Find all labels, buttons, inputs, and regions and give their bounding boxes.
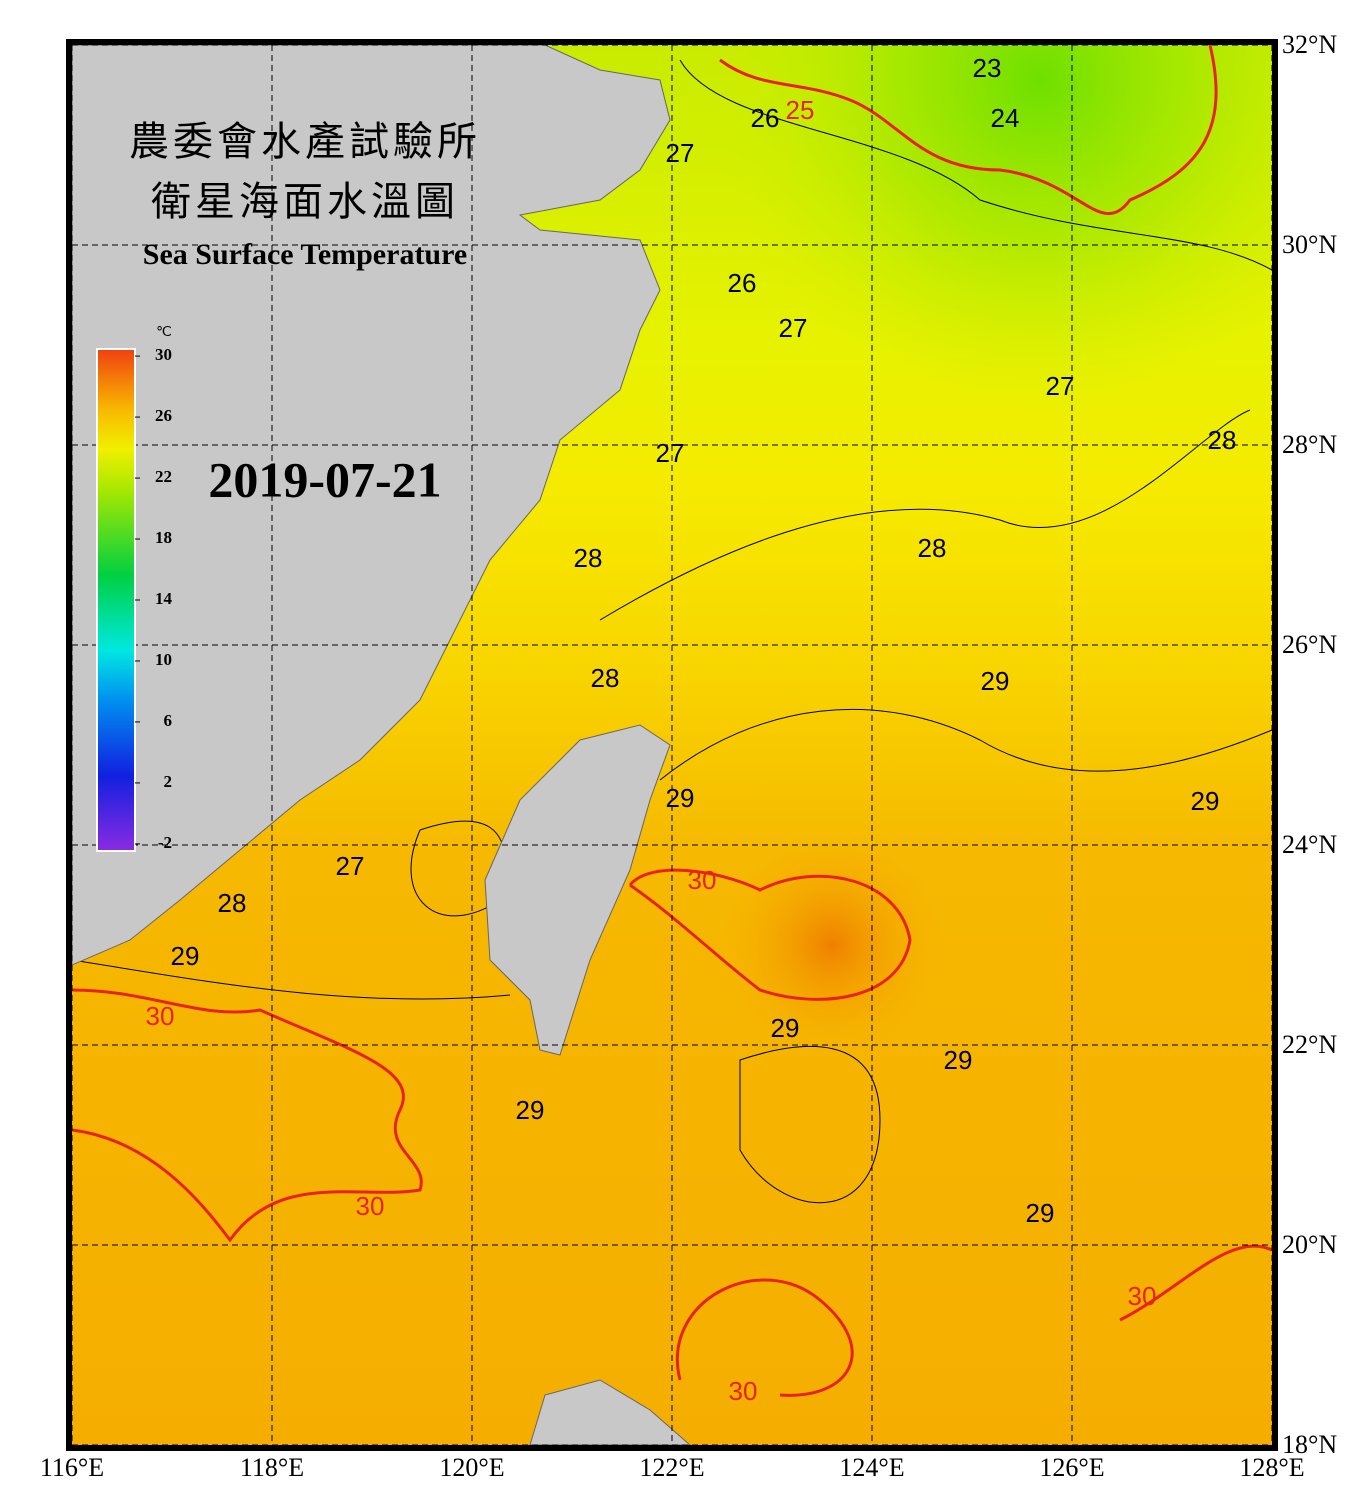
- map-frame: [66, 39, 1278, 1451]
- colorbar-tick-label: 26: [155, 406, 172, 425]
- lat-tick-label: 22°N: [1282, 1030, 1337, 1059]
- contour-label: 24: [991, 103, 1020, 133]
- lon-tick-label: 122°E: [639, 1453, 704, 1482]
- lat-tick-label: 32°N: [1282, 30, 1337, 59]
- contour-label: 28: [591, 663, 620, 693]
- contour-label: 30: [356, 1191, 385, 1221]
- contour-label: 28: [1208, 425, 1237, 455]
- contour-label: 26: [751, 103, 780, 133]
- contour-label: 27: [666, 138, 695, 168]
- contour-label: 25: [786, 95, 815, 125]
- lat-tick-label: 20°N: [1282, 1230, 1337, 1259]
- colorbar-tick-label: 10: [155, 650, 172, 669]
- warm-core: [650, 800, 1000, 1100]
- contour-label: 29: [516, 1095, 545, 1125]
- contour-label: 29: [944, 1045, 973, 1075]
- contours: [72, 59, 1272, 1204]
- contour-label: 29: [1026, 1198, 1055, 1228]
- land: [72, 45, 691, 1445]
- colorbar-tick-label: 14: [155, 589, 173, 608]
- contour-label: 30: [146, 1001, 175, 1031]
- mainland: [72, 45, 671, 966]
- axis-labels: 116°E 118°E 120°E 122°E 124°E 126°E 128°E18°N 2…: [40, 30, 1338, 1482]
- colorbar-tick-label: 22: [155, 467, 172, 486]
- contour-label: 30: [1128, 1281, 1157, 1311]
- lon-tick-label: 126°E: [1039, 1453, 1104, 1482]
- contour-label: 30: [688, 865, 717, 895]
- contour-label: 29: [981, 666, 1010, 696]
- colorbar-unit: ℃: [156, 325, 172, 340]
- contour-label: 26: [728, 268, 757, 298]
- title-line: 衛星海面水溫圖: [151, 179, 459, 225]
- contour-label: 28: [918, 533, 947, 563]
- contour-label: 29: [171, 941, 200, 971]
- contour-label: 27: [336, 851, 365, 881]
- contour-label: 23: [973, 53, 1002, 83]
- colorbar-tick-label: 18: [155, 528, 172, 547]
- colorbar-tick-label: -2: [158, 833, 172, 852]
- lon-tick-label: 128°E: [1239, 1453, 1304, 1482]
- taiwan: [484, 724, 671, 1056]
- contour-label: 28: [574, 543, 603, 573]
- colorbar-tick-label: 6: [164, 711, 173, 730]
- contour-label: 28: [218, 888, 247, 918]
- colorbar-tick-label: 30: [155, 345, 172, 364]
- contour-label: 29: [666, 783, 695, 813]
- contour-label: 27: [779, 313, 808, 343]
- lat-tick-label: 28°N: [1282, 430, 1337, 459]
- contour-label: 29: [771, 1013, 800, 1043]
- lon-tick-label: 120°E: [439, 1453, 504, 1482]
- colorbar-tick-label: 2: [164, 772, 173, 791]
- lon-tick-label: 116°E: [40, 1453, 104, 1482]
- lon-tick-label: 118°E: [240, 1453, 304, 1482]
- contour-label: 27: [1046, 371, 1075, 401]
- lat-tick-label: 26°N: [1282, 630, 1337, 659]
- contour-label: 29: [1191, 786, 1220, 816]
- lat-tick-label: 24°N: [1282, 830, 1337, 859]
- grid: [72, 45, 1272, 1445]
- contour-label: 27: [656, 438, 685, 468]
- lon-tick-label: 124°E: [839, 1453, 904, 1482]
- luzon: [529, 1379, 691, 1445]
- contours-30: [72, 45, 1272, 1397]
- colorbar: [96, 348, 136, 852]
- subtitle: Sea Surface Temperature: [143, 238, 467, 271]
- contour-label: 30: [729, 1376, 758, 1406]
- lat-tick-label: 30°N: [1282, 230, 1337, 259]
- date: 2019-07-21: [208, 451, 441, 507]
- title-line: 農委會水產試驗所: [129, 119, 481, 165]
- lat-tick-label: 18°N: [1282, 1430, 1337, 1459]
